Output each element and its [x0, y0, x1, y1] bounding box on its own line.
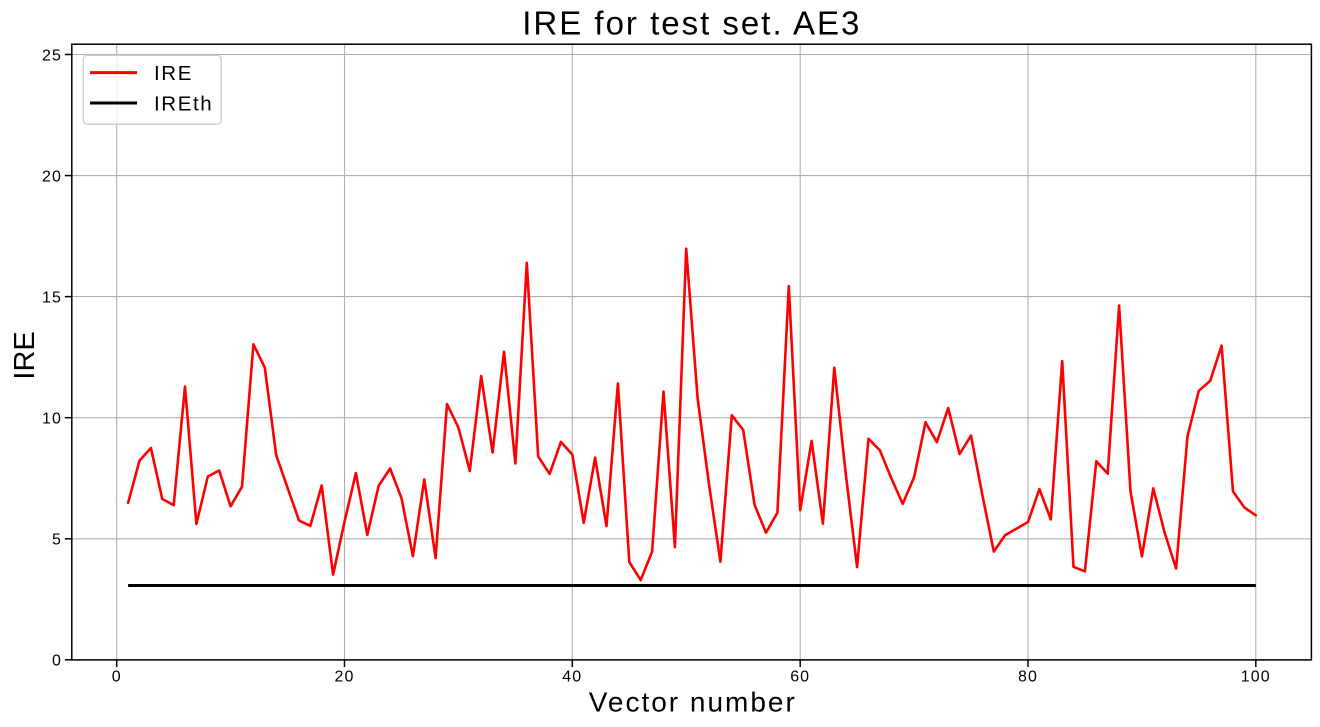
svg-text:60: 60	[790, 669, 810, 686]
svg-text:10: 10	[42, 411, 62, 428]
svg-text:5: 5	[52, 532, 62, 549]
svg-text:20: 20	[42, 169, 62, 186]
svg-text:0: 0	[52, 653, 62, 670]
svg-text:IRE for test set. AE3: IRE for test set. AE3	[522, 4, 861, 41]
svg-text:15: 15	[42, 290, 62, 307]
svg-text:Vector number: Vector number	[589, 687, 797, 718]
svg-text:40: 40	[562, 669, 582, 686]
svg-text:100: 100	[1241, 669, 1271, 686]
svg-text:80: 80	[1018, 669, 1038, 686]
svg-text:IREth: IREth	[154, 92, 213, 115]
svg-text:0: 0	[112, 669, 122, 686]
svg-text:20: 20	[335, 669, 355, 686]
svg-text:IRE: IRE	[9, 331, 41, 379]
svg-text:25: 25	[42, 47, 62, 64]
svg-text:IRE: IRE	[154, 62, 193, 85]
